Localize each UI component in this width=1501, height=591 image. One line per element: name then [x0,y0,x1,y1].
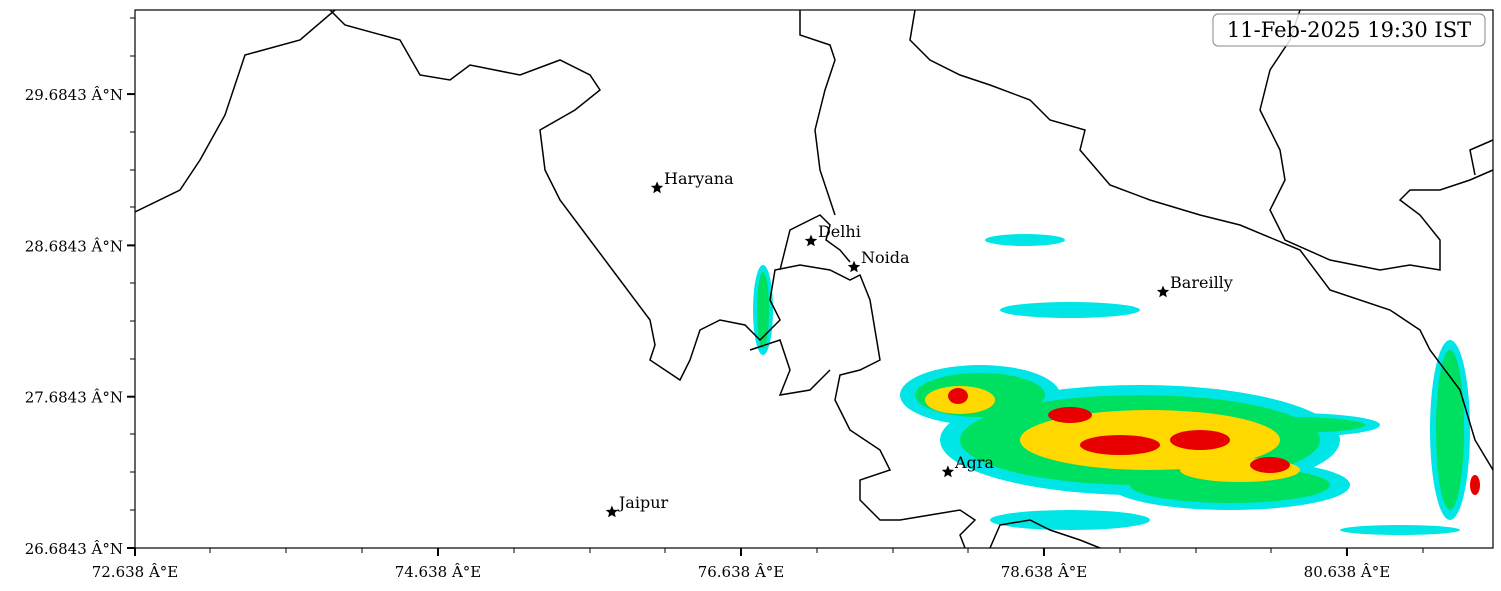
city-label: Jaipur [617,493,669,512]
city-marker [804,234,818,247]
y-tick-label: 27.6843 Â°N [25,389,123,407]
city-marker [650,181,664,194]
x-tick-label: 72.638 Â°E [92,563,179,581]
city-marker [941,465,955,478]
y-tick-label: 26.6843 Â°N [25,540,123,558]
city-marker [1156,285,1170,298]
map-layer [135,10,1493,548]
y-tick-label: 29.6843 Â°N [25,86,123,104]
city-label: Agra [954,453,994,472]
minor-ticks [130,17,1424,553]
frame [134,9,1494,549]
city-label: Noida [861,248,910,267]
x-tick-label: 80.638 Â°E [1304,563,1391,581]
y-tick-label: 28.6843 Â°N [25,237,123,255]
x-tick-label: 74.638 Â°E [395,563,482,581]
timestamp: 11-Feb-2025 19:30 IST [1227,18,1471,42]
city-label: Haryana [664,169,734,188]
precipitation [753,234,1480,535]
city-label: Delhi [818,222,861,241]
x-tick-label: 78.638 Â°E [1001,563,1088,581]
x-tick-label: 76.638 Â°E [698,563,785,581]
city-label: Bareilly [1170,273,1233,292]
city-marker [605,505,619,518]
timestamp-box [1212,13,1486,47]
boundaries [135,10,1493,548]
city-marker [847,260,861,273]
